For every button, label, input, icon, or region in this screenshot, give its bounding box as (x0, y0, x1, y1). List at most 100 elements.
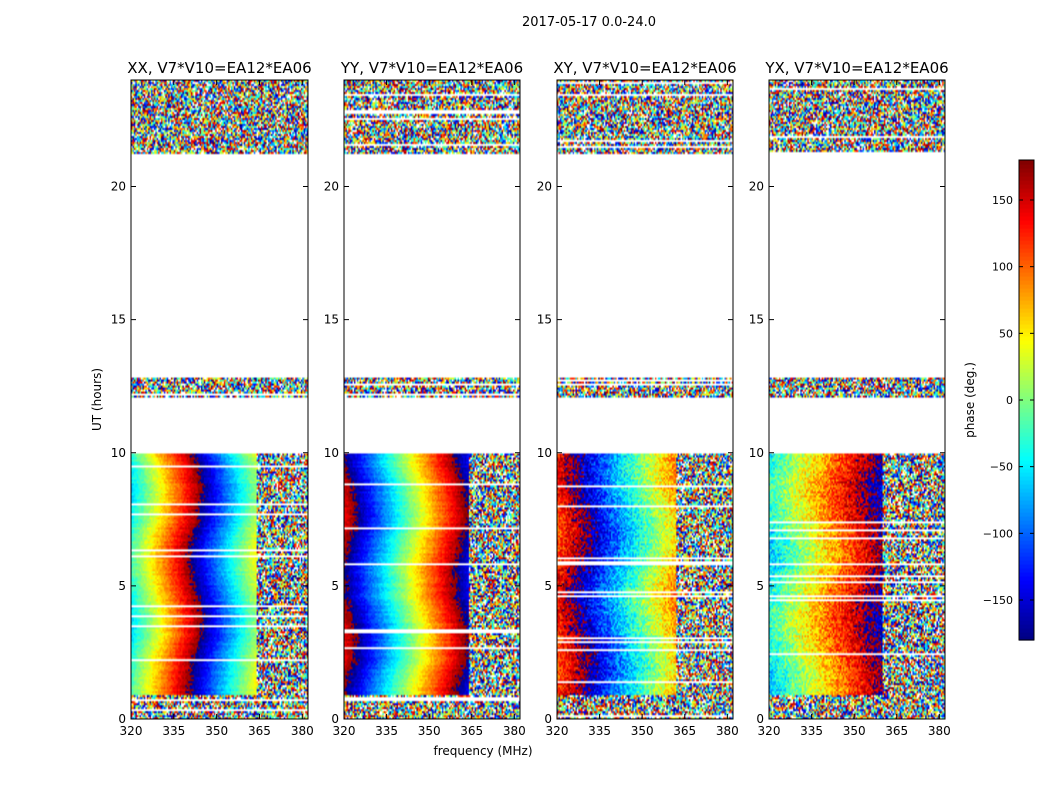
colorbar-segment (1019, 544, 1034, 549)
colorbar-segment (1019, 200, 1034, 205)
colorbar-segment (1019, 268, 1034, 273)
colorbar-segment (1019, 212, 1034, 217)
colorbar-segment (1019, 244, 1034, 249)
colorbar-segment (1019, 160, 1034, 165)
panels: XX, V7*V10=EA12*EA06 320 335 350 365 380 0 5 10 1… (90, 59, 951, 758)
colorbar-segment (1019, 496, 1034, 501)
colorbar-segment (1019, 504, 1034, 509)
colorbar-segment (1019, 240, 1034, 245)
x-tick-label: 365 (673, 724, 696, 738)
colorbar-segment (1019, 372, 1034, 377)
y-tick-label: 0 (331, 712, 339, 726)
colorbar-segment (1019, 616, 1034, 621)
x-tick-label: 335 (162, 724, 185, 738)
colorbar-segment (1019, 608, 1034, 613)
colorbar-segment (1019, 400, 1034, 405)
x-tick-label: 350 (843, 724, 866, 738)
colorbar-segment (1019, 220, 1034, 225)
colorbar-segment (1019, 540, 1034, 545)
panel-title: XX, V7*V10=EA12*EA06 (127, 59, 311, 77)
colorbar: phase (deg.) 150 100 50 0 −50 −100 −150 (963, 159, 1035, 641)
colorbar-segment (1019, 336, 1034, 341)
y-axis-label: UT (hours) (90, 368, 104, 431)
colorbar-segment (1019, 444, 1034, 449)
y-tick-label: 20 (111, 180, 126, 194)
colorbar-segment (1019, 384, 1034, 389)
colorbar-tick-label: −150 (983, 594, 1013, 607)
colorbar-segment (1019, 376, 1034, 381)
y-tick-label: 5 (118, 579, 126, 593)
colorbar-segment (1019, 388, 1034, 393)
colorbar-segment (1019, 164, 1034, 169)
y-tick-label: 10 (537, 446, 552, 460)
colorbar-segment (1019, 228, 1034, 233)
colorbar-segment (1019, 168, 1034, 173)
axes-frame (343, 79, 521, 720)
colorbar-tick-label: 0 (1006, 394, 1013, 407)
x-tick-label: 320 (120, 724, 143, 738)
colorbar-segment (1019, 532, 1034, 537)
colorbar-segment (1019, 636, 1034, 641)
colorbar-segment (1019, 628, 1034, 633)
colorbar-segment (1019, 316, 1034, 321)
colorbar-segment (1019, 296, 1034, 301)
colorbar-segment (1019, 340, 1034, 345)
colorbar-segment (1019, 396, 1034, 401)
colorbar-segment (1019, 284, 1034, 289)
colorbar-segment (1019, 356, 1034, 361)
y-tick-label: 10 (324, 446, 339, 460)
x-tick-label: 350 (418, 724, 441, 738)
colorbar-segment (1019, 436, 1034, 441)
colorbar-segment (1019, 452, 1034, 457)
colorbar-segment (1019, 236, 1034, 241)
colorbar-segment (1019, 536, 1034, 541)
colorbar-segment (1019, 592, 1034, 597)
colorbar-segment (1019, 344, 1034, 349)
x-tick-label: 380 (503, 724, 526, 738)
colorbar-segment (1019, 324, 1034, 329)
figure-title: 2017-05-17 0.0-24.0 (522, 15, 656, 30)
panel-xx: XX, V7*V10=EA12*EA06 320 335 350 365 380 0 5 10 1… (90, 59, 314, 738)
colorbar-segment (1019, 180, 1034, 185)
x-tick-label: 335 (375, 724, 398, 738)
colorbar-segment (1019, 224, 1034, 229)
colorbar-tick-label: 50 (999, 327, 1013, 340)
colorbar-segment (1019, 604, 1034, 609)
colorbar-segment (1019, 512, 1034, 517)
axes-frame (556, 79, 734, 720)
colorbar-tick-label: 150 (992, 194, 1013, 207)
colorbar-segment (1019, 184, 1034, 189)
y-tick-label: 0 (544, 712, 552, 726)
colorbar-segment (1019, 188, 1034, 193)
colorbar-segment (1019, 404, 1034, 409)
colorbar-segment (1019, 556, 1034, 561)
colorbar-tick-label: −100 (983, 527, 1013, 540)
x-tick-label: 380 (928, 724, 951, 738)
colorbar-segment (1019, 440, 1034, 445)
colorbar-segment (1019, 412, 1034, 417)
colorbar-segment (1019, 232, 1034, 237)
colorbar-segment (1019, 580, 1034, 585)
x-tick-label: 320 (546, 724, 569, 738)
colorbar-segment (1019, 520, 1034, 525)
x-tick-label: 365 (460, 724, 483, 738)
panel-xy: XY, V7*V10=EA12*EA06 320 335 350 365 380 0 5 10 1… (537, 59, 739, 738)
colorbar-segment (1019, 516, 1034, 521)
y-tick-label: 5 (544, 579, 552, 593)
colorbar-segment (1019, 252, 1034, 257)
colorbar-segment (1019, 564, 1034, 569)
colorbar-segment (1019, 176, 1034, 181)
colorbar-segment (1019, 292, 1034, 297)
colorbar-segment (1019, 624, 1034, 629)
colorbar-segment (1019, 548, 1034, 553)
colorbar-segment (1019, 508, 1034, 513)
colorbar-segment (1019, 428, 1034, 433)
colorbar-segment (1019, 276, 1034, 281)
colorbar-segment (1019, 528, 1034, 533)
colorbar-segment (1019, 360, 1034, 365)
colorbar-segment (1019, 364, 1034, 369)
colorbar-segment (1019, 420, 1034, 425)
colorbar-segment (1019, 560, 1034, 565)
colorbar-segment (1019, 192, 1034, 197)
